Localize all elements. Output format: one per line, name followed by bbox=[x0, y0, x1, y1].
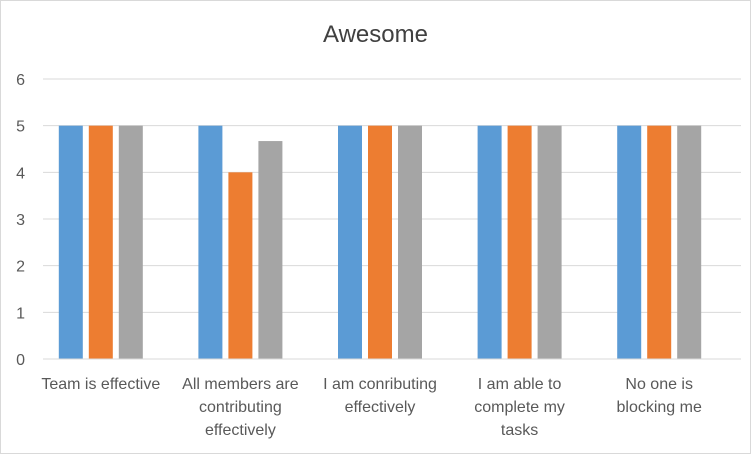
bar bbox=[228, 172, 253, 359]
bar bbox=[647, 125, 672, 360]
chart-title: Awesome bbox=[323, 21, 428, 48]
category-label: effectively bbox=[205, 422, 276, 439]
y-tick-label: 0 bbox=[16, 352, 25, 369]
bar bbox=[338, 125, 362, 360]
y-tick-label: 4 bbox=[16, 165, 25, 182]
category-label: tasks bbox=[501, 422, 538, 439]
category-label: contributing bbox=[199, 399, 282, 416]
y-tick-label: 6 bbox=[16, 72, 25, 89]
category-label: Team is effective bbox=[41, 376, 160, 393]
bar bbox=[258, 141, 283, 359]
y-tick-label: 2 bbox=[16, 259, 25, 276]
bar bbox=[368, 125, 392, 360]
bar bbox=[477, 125, 502, 360]
bar bbox=[617, 125, 642, 360]
y-tick-label: 3 bbox=[16, 212, 25, 229]
category-label: effectively bbox=[345, 399, 416, 416]
bar bbox=[507, 125, 532, 360]
bar bbox=[58, 125, 83, 360]
bar bbox=[677, 125, 702, 360]
category-label: complete my bbox=[474, 399, 565, 416]
y-tick-label: 1 bbox=[16, 305, 25, 322]
category-label: blocking me bbox=[617, 399, 702, 416]
category-label: I am able to bbox=[478, 376, 562, 393]
bar bbox=[198, 125, 223, 360]
bar bbox=[88, 125, 113, 360]
y-tick-label: 5 bbox=[16, 119, 25, 136]
category-label: No one is bbox=[625, 376, 693, 393]
bar bbox=[118, 125, 143, 360]
bar bbox=[398, 125, 422, 360]
category-label: I am conributing bbox=[323, 376, 437, 393]
bar bbox=[537, 125, 562, 360]
category-label: All members are bbox=[182, 376, 299, 393]
